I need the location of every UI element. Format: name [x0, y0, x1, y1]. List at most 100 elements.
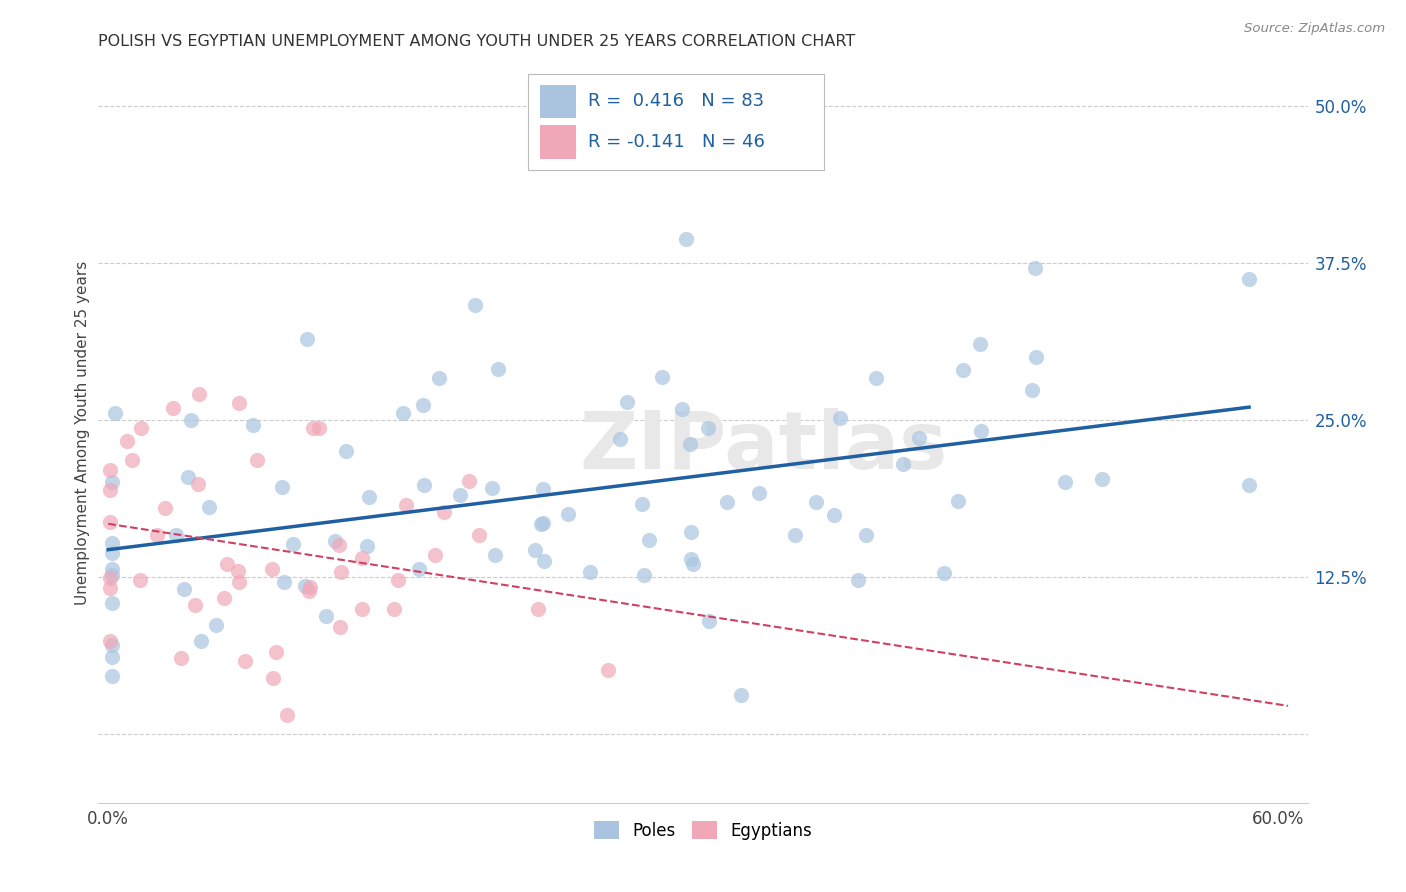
Point: [1091, 472, 1114, 486]
Point: [173, 582, 195, 596]
Point: [633, 567, 655, 582]
Point: [98, 462, 121, 476]
Point: [531, 516, 554, 530]
Point: [530, 516, 553, 531]
Point: [101, 669, 124, 683]
Point: [228, 396, 250, 410]
Point: [198, 500, 221, 515]
Point: [865, 371, 887, 385]
Point: [328, 538, 350, 552]
Point: [716, 495, 738, 509]
Point: [273, 575, 295, 590]
Point: [98, 571, 121, 585]
Point: [391, 406, 413, 420]
Point: [730, 689, 752, 703]
Point: [356, 539, 378, 553]
Point: [531, 482, 554, 496]
Point: [598, 663, 620, 677]
Point: [101, 638, 124, 652]
Point: [233, 654, 256, 668]
Point: [302, 421, 325, 435]
Point: [98, 581, 121, 595]
Point: [616, 394, 638, 409]
Point: [908, 431, 931, 445]
Point: [276, 708, 298, 723]
Point: [295, 332, 318, 346]
Point: [184, 598, 207, 612]
Point: [637, 533, 659, 547]
Point: [101, 546, 124, 560]
Point: [177, 470, 200, 484]
Point: [104, 406, 127, 420]
Point: [352, 550, 374, 565]
Point: [129, 421, 152, 435]
Point: [308, 421, 330, 435]
Point: [190, 633, 212, 648]
Point: [651, 370, 673, 384]
Point: [464, 298, 486, 312]
Point: [226, 565, 249, 579]
Point: [609, 433, 631, 447]
Point: [748, 486, 770, 500]
Point: [121, 453, 143, 467]
Point: [952, 362, 974, 376]
Point: [675, 232, 697, 246]
Point: [298, 580, 321, 594]
Point: [523, 543, 546, 558]
Point: [187, 477, 209, 491]
Point: [1021, 383, 1043, 397]
FancyBboxPatch shape: [540, 126, 576, 159]
Point: [162, 401, 184, 415]
Point: [423, 549, 446, 563]
Point: [413, 477, 436, 491]
Point: [932, 566, 955, 581]
Point: [215, 558, 238, 572]
Text: POLISH VS EGYPTIAN UNEMPLOYMENT AMONG YOUTH UNDER 25 YEARS CORRELATION CHART: POLISH VS EGYPTIAN UNEMPLOYMENT AMONG YO…: [98, 34, 856, 49]
Point: [352, 602, 374, 616]
Point: [357, 491, 380, 505]
Point: [682, 557, 704, 571]
FancyBboxPatch shape: [527, 73, 824, 169]
Point: [697, 421, 720, 435]
Point: [681, 551, 703, 566]
Point: [697, 614, 720, 628]
Point: [1024, 261, 1046, 276]
Point: [382, 601, 405, 615]
Point: [180, 413, 202, 427]
Text: R = -0.141   N = 46: R = -0.141 N = 46: [588, 133, 765, 151]
Point: [484, 548, 506, 562]
Point: [115, 434, 138, 448]
Point: [98, 483, 121, 497]
Point: [262, 562, 284, 576]
Point: [433, 505, 456, 519]
Point: [969, 336, 991, 351]
Point: [557, 507, 579, 521]
Point: [468, 528, 491, 542]
Point: [325, 533, 347, 548]
Text: Source: ZipAtlas.com: Source: ZipAtlas.com: [1244, 22, 1385, 36]
Point: [262, 671, 284, 685]
Point: [533, 554, 555, 568]
Point: [98, 633, 121, 648]
Point: [101, 568, 124, 582]
Text: ZIPatlas: ZIPatlas: [579, 409, 948, 486]
Point: [101, 475, 124, 489]
Point: [387, 573, 409, 587]
Point: [297, 584, 319, 599]
Point: [412, 399, 434, 413]
Point: [205, 617, 228, 632]
Point: [1025, 350, 1047, 364]
Point: [679, 437, 702, 451]
Point: [631, 497, 654, 511]
Point: [486, 361, 509, 376]
Point: [315, 609, 337, 624]
Point: [155, 501, 177, 516]
Y-axis label: Unemployment Among Youth under 25 years: Unemployment Among Youth under 25 years: [75, 260, 90, 605]
Point: [823, 508, 845, 523]
Point: [246, 453, 269, 467]
Point: [970, 424, 993, 438]
Point: [458, 474, 481, 488]
Point: [145, 528, 167, 542]
Point: [170, 651, 193, 665]
Point: [846, 574, 869, 588]
